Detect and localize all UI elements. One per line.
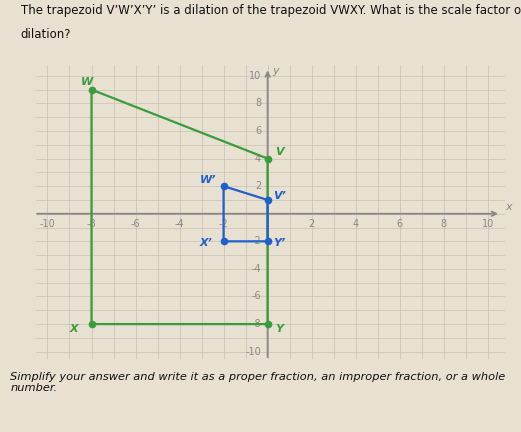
Text: 8: 8 <box>255 98 261 108</box>
Text: -6: -6 <box>131 219 140 229</box>
Text: -6: -6 <box>252 292 261 302</box>
Text: 4: 4 <box>353 219 359 229</box>
Text: V’: V’ <box>273 191 286 201</box>
Text: The trapezoid V’W’X’Y’ is a dilation of the trapezoid VWXY. What is the scale fa: The trapezoid V’W’X’Y’ is a dilation of … <box>21 4 521 17</box>
Text: -4: -4 <box>252 264 261 274</box>
Text: 6: 6 <box>255 126 261 136</box>
Text: 8: 8 <box>441 219 447 229</box>
Text: 2: 2 <box>308 219 315 229</box>
Text: -8: -8 <box>86 219 96 229</box>
Text: -2: -2 <box>219 219 229 229</box>
Text: 4: 4 <box>255 154 261 164</box>
Text: X: X <box>69 324 78 334</box>
Text: -4: -4 <box>175 219 184 229</box>
Text: Simplify your answer and write it as a proper fraction, an improper fraction, or: Simplify your answer and write it as a p… <box>10 372 506 393</box>
Text: Y: Y <box>275 324 283 334</box>
Text: -10: -10 <box>245 346 261 357</box>
Text: -10: -10 <box>40 219 55 229</box>
Text: 10: 10 <box>249 71 261 81</box>
Text: x: x <box>505 202 512 212</box>
Text: X’: X’ <box>200 238 212 248</box>
Text: y: y <box>272 66 279 76</box>
Text: Y’: Y’ <box>273 238 286 248</box>
Text: -8: -8 <box>252 319 261 329</box>
Text: -2: -2 <box>251 236 261 246</box>
Text: dilation?: dilation? <box>21 28 71 41</box>
Text: V: V <box>275 147 284 157</box>
Text: 10: 10 <box>481 219 494 229</box>
Text: 2: 2 <box>255 181 261 191</box>
Text: W’: W’ <box>200 175 216 185</box>
Text: 6: 6 <box>396 219 403 229</box>
Text: W: W <box>81 77 93 87</box>
